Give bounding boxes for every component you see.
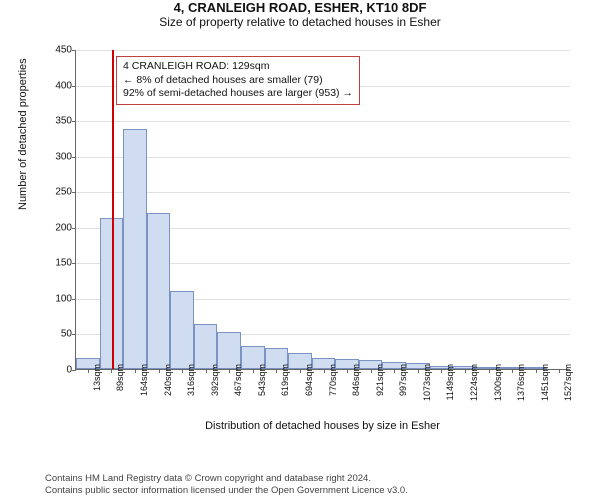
plot-area: 05010015020025030035040045013sqm89sqm164…	[75, 50, 570, 370]
x-tick-mark	[88, 369, 89, 373]
y-tick-label: 450	[46, 45, 72, 56]
y-tick-mark	[72, 370, 76, 371]
annotation-line: 92% of semi-detached houses are larger (…	[123, 87, 353, 101]
x-tick-mark	[206, 369, 207, 373]
x-tick-mark	[536, 369, 537, 373]
x-tick-mark	[441, 369, 442, 373]
x-tick-mark	[465, 369, 466, 373]
x-axis-label: Distribution of detached houses by size …	[75, 420, 570, 432]
x-tick-mark	[182, 369, 183, 373]
x-tick-label: 1527sqm	[563, 364, 573, 401]
y-gridline	[76, 192, 570, 193]
y-axis-label: Number of detached properties	[17, 58, 29, 210]
y-tick-label: 150	[46, 258, 72, 269]
y-tick-label: 300	[46, 151, 72, 162]
x-tick-label: 1300sqm	[493, 364, 503, 401]
x-tick-mark	[135, 369, 136, 373]
y-tick-label: 50	[46, 329, 72, 340]
x-tick-mark	[276, 369, 277, 373]
x-tick-mark	[111, 369, 112, 373]
y-tick-mark	[72, 334, 76, 335]
y-gridline	[76, 121, 570, 122]
x-tick-label: 1149sqm	[445, 364, 455, 400]
y-tick-mark	[72, 157, 76, 158]
annotation-line: ← 8% of detached houses are smaller (79)	[123, 74, 353, 88]
y-tick-label: 250	[46, 187, 72, 198]
x-tick-mark	[159, 369, 160, 373]
y-tick-label: 400	[46, 80, 72, 91]
page-subtitle: Size of property relative to detached ho…	[0, 15, 600, 29]
y-tick-mark	[72, 299, 76, 300]
footer-line-2: Contains public sector information licen…	[45, 485, 600, 496]
y-tick-mark	[72, 86, 76, 87]
y-tick-label: 100	[46, 293, 72, 304]
x-tick-mark	[394, 369, 395, 373]
x-tick-label: 1376sqm	[516, 364, 526, 401]
y-tick-mark	[72, 263, 76, 264]
histogram-bar	[170, 291, 194, 369]
x-tick-mark	[324, 369, 325, 373]
y-tick-label: 350	[46, 116, 72, 127]
annotation-box: 4 CRANLEIGH ROAD: 129sqm← 8% of detached…	[116, 56, 360, 105]
x-tick-mark	[559, 369, 560, 373]
x-tick-mark	[253, 369, 254, 373]
x-tick-label: 1224sqm	[469, 364, 479, 401]
x-tick-label: 1073sqm	[422, 364, 432, 401]
y-gridline	[76, 50, 570, 51]
page-title: 4, CRANLEIGH ROAD, ESHER, KT10 8DF	[0, 0, 600, 15]
y-gridline	[76, 157, 570, 158]
footer: Contains HM Land Registry data © Crown c…	[0, 473, 600, 496]
y-tick-label: 0	[46, 365, 72, 376]
annotation-line: 4 CRANLEIGH ROAD: 129sqm	[123, 60, 353, 74]
y-tick-mark	[72, 192, 76, 193]
x-tick-mark	[229, 369, 230, 373]
x-tick-mark	[371, 369, 372, 373]
y-tick-mark	[72, 228, 76, 229]
footer-line-1: Contains HM Land Registry data © Crown c…	[45, 473, 600, 484]
x-tick-label: 1451sqm	[540, 364, 550, 401]
x-tick-mark	[300, 369, 301, 373]
y-tick-mark	[72, 50, 76, 51]
marker-line	[112, 50, 114, 369]
histogram-bar	[123, 129, 147, 369]
histogram-bar	[194, 324, 218, 370]
x-tick-mark	[347, 369, 348, 373]
x-tick-mark	[512, 369, 513, 373]
histogram-bar	[147, 213, 171, 369]
chart-container: Number of detached properties 0501001502…	[45, 50, 570, 425]
y-tick-mark	[72, 121, 76, 122]
x-tick-mark	[418, 369, 419, 373]
x-tick-mark	[489, 369, 490, 373]
y-tick-label: 200	[46, 222, 72, 233]
